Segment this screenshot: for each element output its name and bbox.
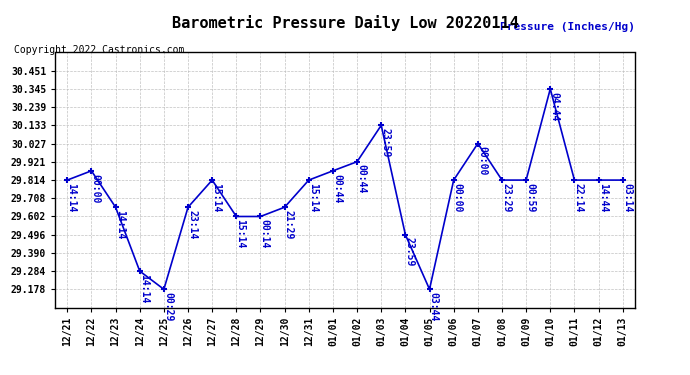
Text: Copyright 2022 Castronics.com: Copyright 2022 Castronics.com <box>14 45 184 55</box>
Text: 00:00: 00:00 <box>477 146 487 176</box>
Text: 00:00: 00:00 <box>453 183 463 212</box>
Text: 00:44: 00:44 <box>356 165 366 194</box>
Text: Pressure (Inches/Hg): Pressure (Inches/Hg) <box>500 22 635 32</box>
Text: 14:14: 14:14 <box>115 210 125 239</box>
Text: 00:14: 00:14 <box>259 219 270 249</box>
Text: 00:00: 00:00 <box>90 174 101 203</box>
Text: 14:44: 14:44 <box>598 183 608 212</box>
Text: 23:59: 23:59 <box>404 237 415 267</box>
Text: 23:59: 23:59 <box>380 128 391 158</box>
Text: 03:14: 03:14 <box>622 183 632 212</box>
Text: 00:59: 00:59 <box>525 183 535 212</box>
Text: 23:14: 23:14 <box>187 210 197 239</box>
Text: 15:14: 15:14 <box>308 183 318 212</box>
Text: 22:14: 22:14 <box>573 183 584 212</box>
Text: 21:29: 21:29 <box>284 210 294 239</box>
Text: 00:44: 00:44 <box>332 174 342 203</box>
Text: Barometric Pressure Daily Low 20220114: Barometric Pressure Daily Low 20220114 <box>172 15 518 31</box>
Text: 15:14: 15:14 <box>235 219 246 249</box>
Text: 15:14: 15:14 <box>211 183 221 212</box>
Text: 23:29: 23:29 <box>501 183 511 212</box>
Text: 14:14: 14:14 <box>66 183 77 212</box>
Text: 00:29: 00:29 <box>163 292 173 321</box>
Text: 03:44: 03:44 <box>428 292 439 321</box>
Text: 04:44: 04:44 <box>549 92 560 121</box>
Text: 14:14: 14:14 <box>139 274 149 303</box>
